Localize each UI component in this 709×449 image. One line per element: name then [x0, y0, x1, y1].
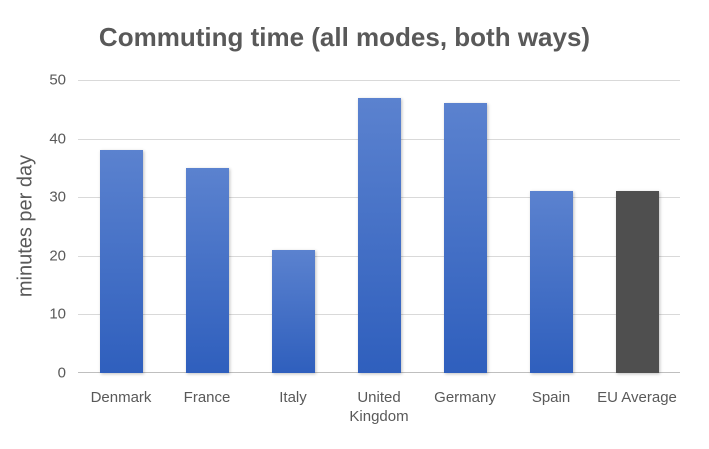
y-tick-label: 20 — [49, 247, 66, 265]
y-tick-label: 50 — [49, 71, 66, 89]
y-axis-label: minutes per day — [14, 154, 37, 298]
bar-denmark — [99, 150, 143, 373]
y-tick-label: 30 — [49, 188, 66, 206]
x-tick-label: Spain — [531, 389, 571, 406]
bar-united-kingdom — [357, 97, 401, 373]
plot-area — [78, 80, 680, 373]
x-tick-label: France — [183, 389, 231, 406]
x-tick-label: United Kingdom — [349, 389, 409, 425]
chart-title-text: Commuting time (all modes, both ways) — [98, 22, 591, 52]
bar-france — [185, 167, 229, 373]
gridline — [78, 80, 680, 81]
x-tick-label: Germany — [434, 389, 496, 406]
y-tick-label: 10 — [49, 305, 66, 323]
x-tick-label: Denmark — [90, 389, 152, 406]
bar-spain — [529, 191, 573, 373]
y-tick-label: 40 — [49, 130, 66, 148]
y-tick-label: 0 — [57, 364, 66, 382]
bar-eu-average — [615, 191, 659, 373]
bar-italy — [271, 249, 315, 373]
x-tick-label: EU Average — [597, 389, 677, 406]
x-tick-label: Italy — [279, 389, 307, 406]
chart-title: Commuting time (all modes, both ways) — [0, 22, 709, 53]
bar-germany — [443, 103, 487, 373]
